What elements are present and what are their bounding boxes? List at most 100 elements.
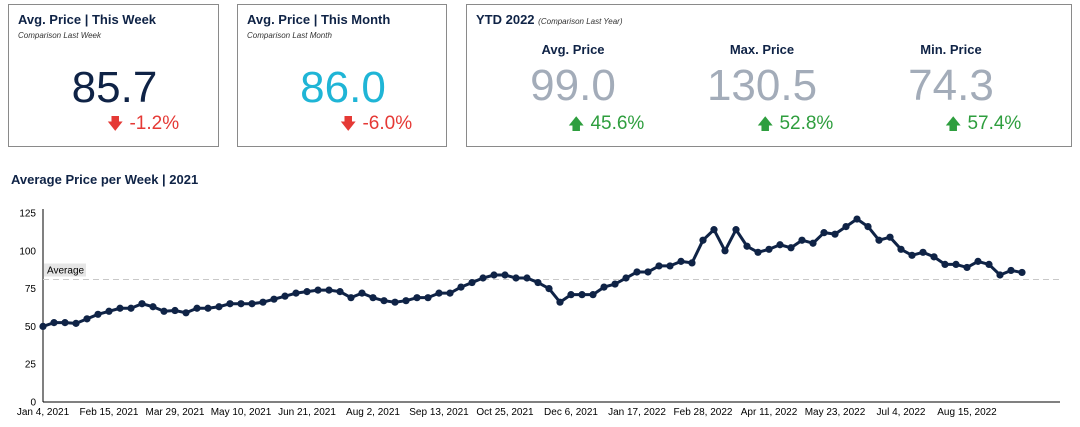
x-tick-label: Dec 6, 2021 — [544, 407, 598, 418]
data-point — [424, 294, 432, 302]
data-point — [1018, 268, 1026, 277]
weekly-price-line-chart: 0 25 50 75 100 125 Average Jan 4, 2021 Feb 15, 2… — [17, 209, 1060, 418]
week-change-value: -1.2% — [129, 113, 180, 134]
data-point — [292, 289, 300, 297]
data-point — [226, 300, 234, 308]
arrow-up-icon: 🡅 — [568, 116, 585, 133]
x-tick-label: Jun 21, 2021 — [278, 407, 336, 418]
data-point — [248, 300, 256, 308]
data-point — [875, 236, 883, 244]
data-point — [171, 306, 179, 315]
data-point — [677, 257, 685, 265]
data-point — [688, 259, 696, 267]
data-point — [50, 319, 58, 327]
data-point — [941, 260, 949, 269]
ytd-metric-label: Max. Price — [729, 42, 795, 57]
ytd-metric-value: 130.5 — [706, 61, 818, 110]
data-point — [413, 294, 421, 302]
data-point — [754, 248, 762, 256]
data-point — [116, 304, 124, 312]
data-point — [160, 307, 168, 315]
x-tick-label: Aug 2, 2021 — [346, 407, 400, 418]
data-point — [501, 271, 509, 279]
data-point — [699, 236, 707, 244]
ytd-metric-value: 74.3 — [908, 61, 994, 110]
x-tick-label: Feb 28, 2022 — [674, 407, 733, 418]
card-title: Avg. Price | This Week — [18, 12, 157, 27]
data-point — [567, 291, 575, 299]
data-point — [732, 226, 740, 234]
y-tick-label: 50 — [25, 322, 37, 333]
card-subtitle: Comparison Last Week — [18, 31, 101, 40]
data-point — [908, 251, 916, 259]
card-title: Avg. Price | This Month — [247, 12, 391, 27]
y-tick-label: 25 — [25, 360, 37, 371]
data-point — [1007, 266, 1015, 275]
data-point — [149, 303, 157, 311]
data-point — [710, 226, 718, 234]
card-title: YTD 2022 (Comparison Last Year) — [476, 12, 623, 27]
data-point — [864, 223, 872, 231]
x-tick-label: Jan 4, 2021 — [17, 407, 70, 418]
data-point — [259, 298, 267, 306]
x-tick-label: May 10, 2021 — [211, 407, 272, 418]
data-point — [468, 278, 476, 287]
data-point — [534, 278, 542, 287]
data-point — [215, 303, 223, 311]
data-point — [622, 274, 630, 282]
data-point — [831, 230, 839, 238]
data-point — [842, 223, 850, 231]
arrow-up-icon: 🡅 — [757, 116, 774, 133]
data-point — [72, 319, 80, 327]
x-tick-label: May 23, 2022 — [805, 407, 866, 418]
data-point — [644, 268, 652, 276]
data-point — [743, 242, 751, 250]
data-point — [633, 268, 641, 276]
data-point — [886, 233, 894, 241]
data-point — [809, 239, 817, 247]
data-point — [523, 274, 531, 282]
data-point — [182, 309, 190, 317]
data-point — [556, 298, 564, 306]
data-point — [765, 245, 773, 253]
chart-title: Average Price per Week | 2021 — [11, 172, 199, 187]
month-change: 🡇 -6.0% — [340, 114, 412, 135]
x-tick-label: Mar 29, 2021 — [146, 407, 205, 418]
data-point — [985, 260, 993, 269]
average-label-bg — [44, 263, 86, 277]
data-point — [127, 304, 135, 312]
card-this-month: Avg. Price | This Month Comparison Last … — [237, 4, 447, 147]
arrow-down-icon: 🡇 — [107, 116, 124, 133]
data-point — [776, 241, 784, 249]
ytd-change-value: 57.4% — [967, 113, 1022, 134]
data-point — [281, 292, 289, 300]
data-point — [380, 297, 388, 305]
ytd-metric-change: 🡅 52.8% — [757, 114, 833, 135]
ytd-change-value: 52.8% — [779, 113, 834, 134]
data-point — [457, 283, 465, 291]
arrow-down-icon: 🡇 — [340, 116, 357, 133]
month-value: 86.0 — [300, 63, 386, 112]
month-change-value: -6.0% — [362, 113, 413, 134]
card-subtitle: Comparison Last Month — [247, 31, 332, 40]
data-point — [666, 262, 674, 270]
data-point — [721, 247, 729, 255]
data-point — [919, 248, 927, 256]
data-point — [270, 295, 278, 303]
data-point — [589, 291, 597, 299]
data-point — [974, 257, 982, 265]
data-point — [39, 322, 47, 330]
data-point — [369, 294, 377, 302]
data-point — [446, 289, 454, 297]
y-tick-label: 100 — [19, 246, 36, 257]
data-point — [853, 215, 861, 223]
data-point — [930, 253, 938, 261]
ytd-metric-change: 🡅 45.6% — [568, 114, 644, 135]
x-tick-label: Feb 15, 2021 — [80, 407, 139, 418]
data-point — [897, 245, 905, 253]
data-point — [798, 236, 806, 244]
data-point — [105, 307, 113, 315]
data-point — [820, 229, 828, 237]
data-point — [402, 297, 410, 305]
average-label: Average — [47, 266, 85, 277]
